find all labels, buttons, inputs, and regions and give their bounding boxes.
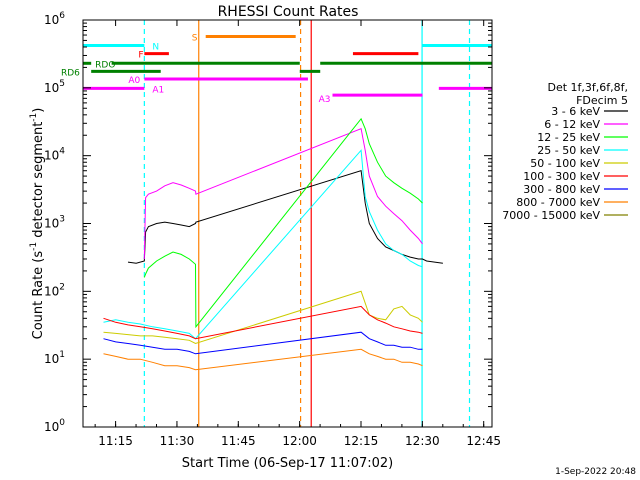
legend-entry-label: 12 - 25 keV [537, 131, 600, 144]
series-line-1 [143, 128, 423, 260]
legend-header: FDecim 5 [576, 94, 628, 107]
x-axis-label: Start Time (06-Sep-17 11:07:02) [182, 456, 393, 471]
y-tick-base: 10 [44, 420, 59, 434]
legend-entry-label: 3 - 6 keV [551, 105, 600, 118]
series-line-5 [103, 305, 423, 340]
y-tick-base: 10 [44, 284, 59, 298]
y-tick-label: 104 [44, 147, 65, 163]
flag-label-n: N [152, 43, 159, 53]
series-line-6 [103, 331, 423, 355]
y-label-part: -1 [29, 113, 39, 122]
y-tick-exp: 1 [59, 350, 65, 360]
series-line-2 [143, 117, 423, 329]
legend-header: Det 1f,3f,6f,8f, [547, 81, 628, 94]
y-tick-exp: 0 [59, 418, 65, 428]
flag-label-a0: A0 [128, 76, 140, 86]
x-tick-label: 12:30 [405, 434, 440, 448]
y-tick-exp: 4 [59, 147, 65, 157]
legend-entry-label: 800 - 7000 keV [516, 196, 600, 209]
series-line-3 [103, 149, 423, 340]
y-tick-exp: 2 [59, 282, 65, 292]
y-tick-label: 105 [44, 79, 65, 95]
x-tick-label: 11:30 [160, 434, 195, 448]
legend-entry-label: 300 - 800 keV [523, 183, 600, 196]
y-axis-label: Count Rate (s-1 detector segment-1) [29, 108, 46, 340]
y-tick-label: 100 [44, 418, 65, 434]
flag-label-rd6: RD6 [61, 68, 80, 78]
x-tick-label: 12:15 [344, 434, 379, 448]
y-tick-label: 102 [44, 282, 65, 298]
x-tick-label: 11:15 [98, 434, 133, 448]
x-tick-label: 12:00 [282, 434, 317, 448]
y-tick-exp: 5 [59, 79, 65, 89]
series-line-4 [103, 290, 423, 345]
y-label-part: ) [31, 108, 46, 113]
flag-label-f: F [138, 51, 143, 61]
y-tick-base: 10 [44, 149, 59, 163]
y-label-part: detector segment [31, 122, 46, 242]
footer-timestamp: 1-Sep-2022 20:48 [555, 467, 636, 477]
y-tick-base: 10 [44, 81, 59, 95]
legend-entry-label: 50 - 100 keV [530, 157, 600, 170]
series-line-7 [103, 348, 423, 371]
y-tick-label: 101 [44, 350, 65, 366]
y-tick-label: 106 [44, 11, 65, 27]
y-tick-base: 10 [44, 13, 59, 27]
y-tick-exp: 6 [59, 11, 65, 21]
series-line-0 [127, 170, 443, 264]
legend-entry-label: 6 - 12 keV [544, 118, 600, 131]
y-label-part: -1 [29, 242, 39, 251]
legend-entry-label: 7000 - 15000 keV [502, 209, 600, 222]
y-tick-label: 103 [44, 215, 65, 231]
flag-label-a1: A1 [152, 85, 164, 95]
y-label-part: Count Rate (s [31, 251, 46, 340]
y-tick-exp: 3 [59, 215, 65, 225]
chart-title: RHESSI Count Rates [218, 4, 359, 20]
y-tick-base: 10 [44, 217, 59, 231]
flag-label-a3: A3 [319, 95, 331, 105]
flag-label-rdo: RDO [95, 60, 115, 70]
x-tick-label: 12:45 [466, 434, 501, 448]
legend-entry-label: 100 - 300 keV [523, 170, 600, 183]
flag-label-s: S [192, 34, 198, 44]
y-tick-base: 10 [44, 352, 59, 366]
legend-entry-label: 25 - 50 keV [537, 144, 600, 157]
x-tick-label: 11:45 [221, 434, 256, 448]
